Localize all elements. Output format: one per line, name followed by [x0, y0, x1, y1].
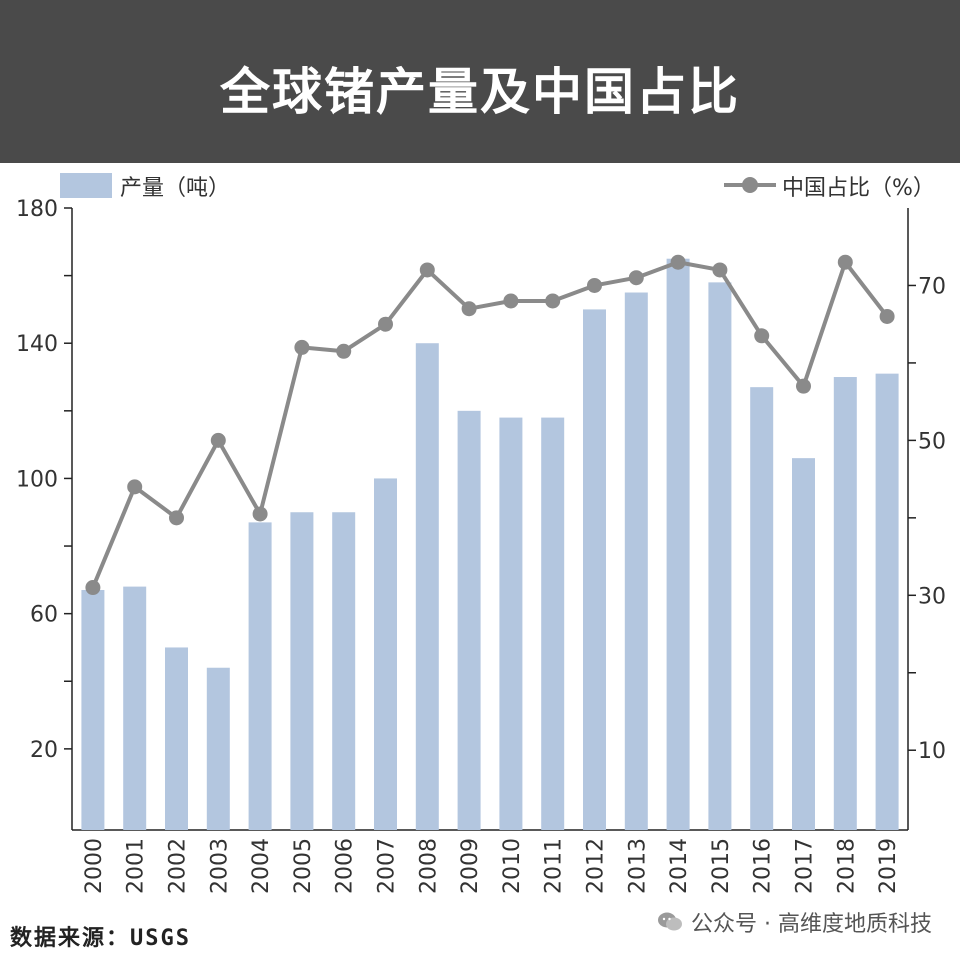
bar	[165, 647, 188, 830]
x-tick-label: 2012	[584, 838, 609, 894]
x-tick-label: 2005	[291, 838, 316, 894]
line-point	[796, 378, 811, 394]
x-tick-label: 2004	[249, 838, 274, 894]
bar	[833, 377, 857, 830]
line-point	[252, 506, 268, 522]
line-point	[879, 308, 895, 324]
x-tick-label: 2003	[207, 838, 232, 894]
y-right-tick-label: 70	[918, 274, 946, 299]
x-tick-label: 2015	[709, 838, 734, 894]
watermark: 公众号 · 高维度地质科技	[657, 906, 932, 938]
x-tick-label: 2008	[416, 838, 441, 894]
y-right-tick-label: 30	[918, 584, 946, 609]
line-point	[210, 432, 226, 448]
line-point	[587, 277, 602, 293]
bar	[374, 478, 397, 830]
x-tick-label: 2010	[500, 838, 525, 894]
bar	[415, 343, 439, 830]
x-tick-label: 2016	[751, 838, 776, 894]
legend-line-marker	[742, 177, 758, 193]
bar	[457, 410, 481, 830]
chart: 产量（吨） 中国占比（%） 20 60 100 140 180 10 30 50 70 2000…	[16, 173, 946, 894]
line-point	[837, 254, 853, 270]
x-tick-label: 2006	[333, 838, 358, 894]
x-tick-label: 2002	[166, 838, 191, 894]
y-left-tick-label: 60	[30, 603, 58, 628]
legend-bar-label: 产量（吨）	[120, 176, 230, 201]
title-bar: 全球锗产量及中国占比	[0, 0, 960, 163]
line-point	[670, 254, 686, 270]
x-tick-label: 2007	[375, 838, 400, 894]
bar	[206, 667, 230, 830]
bar-series	[81, 258, 899, 830]
legend: 产量（吨） 中国占比（%）	[60, 173, 935, 201]
x-tick-label: 2013	[625, 838, 650, 894]
x-tick-label: 2019	[876, 838, 901, 894]
x-tick-label: 2014	[667, 838, 692, 894]
bar	[123, 586, 147, 830]
line-point	[294, 339, 310, 355]
line-point	[461, 301, 477, 317]
x-tick-label: 2001	[124, 838, 149, 894]
page-title: 全球锗产量及中国占比	[220, 63, 740, 121]
y-left-tick-label: 140	[16, 332, 58, 357]
line-point	[503, 293, 519, 309]
y-right-tick-label: 50	[918, 429, 946, 454]
line-point	[628, 270, 644, 286]
line-point	[419, 262, 435, 278]
axes: 20 60 100 140 180 10 30 50 70	[16, 197, 946, 831]
line-point	[545, 293, 561, 309]
bar	[583, 309, 606, 830]
line-point	[754, 328, 770, 344]
bar	[624, 292, 648, 830]
bar	[81, 589, 105, 830]
x-axis-labels: 2000 2001 2002 2003 2004 2005 2006 2007 2008 2009…	[82, 838, 901, 894]
wechat-icon	[658, 912, 683, 931]
x-tick-label: 2009	[458, 838, 483, 894]
bar	[708, 282, 732, 830]
y-left-tick-label: 180	[16, 197, 58, 222]
y-left-tick-label: 100	[16, 467, 58, 492]
line-point	[378, 316, 393, 332]
x-tick-label: 2017	[793, 838, 818, 894]
bar	[541, 417, 565, 830]
y-left-tick-label: 20	[30, 738, 58, 763]
line-point	[127, 479, 143, 495]
bar	[792, 458, 815, 830]
line-point	[712, 262, 728, 278]
line-point	[336, 343, 352, 359]
watermark-text: 公众号 · 高维度地质科技	[691, 912, 932, 937]
line-series	[85, 254, 895, 596]
legend-line-label: 中国占比（%）	[782, 176, 935, 201]
line-point	[169, 510, 184, 526]
bar	[666, 258, 690, 830]
bar	[875, 373, 899, 830]
bar	[750, 387, 774, 830]
share-line	[91, 260, 889, 589]
x-tick-label: 2011	[542, 838, 567, 894]
bar	[290, 512, 314, 830]
bar	[248, 522, 272, 830]
y-right-tick-label: 10	[918, 739, 946, 764]
bar	[332, 512, 356, 830]
x-tick-label: 2000	[82, 838, 107, 894]
bar	[499, 417, 523, 830]
line-point	[85, 580, 101, 596]
x-tick-label: 2018	[834, 838, 859, 894]
legend-bar-swatch	[60, 173, 112, 198]
source-note: 数据来源：USGS	[10, 926, 191, 951]
